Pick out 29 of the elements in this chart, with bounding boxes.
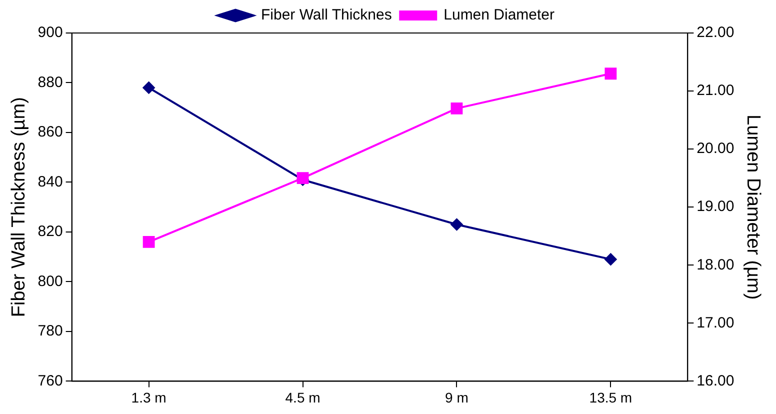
point: [142, 82, 155, 94]
y2-tick-label: 21.00: [696, 82, 734, 100]
point: [604, 68, 617, 80]
x-tick-label: 4.5 m: [285, 389, 320, 406]
point: [142, 236, 155, 248]
y2-axis-title: Lumen Diameter (µm): [742, 114, 764, 300]
y-tick-label: 900: [38, 24, 63, 42]
y-tick-label: 800: [38, 272, 63, 290]
y-tick-label: 780: [38, 322, 63, 340]
y2-tick-label: 22.00: [696, 24, 734, 42]
y2-tick-label: 16.00: [696, 372, 734, 390]
y-tick-label: 760: [38, 372, 63, 390]
legend-label: Lumen Diameter: [444, 6, 555, 24]
legend-label: Fiber Wall Thicknes: [260, 6, 392, 24]
y2-tick-label: 20.00: [696, 140, 734, 158]
x-tick-label: 1.3 m: [131, 389, 166, 406]
point: [604, 253, 617, 266]
y-tick-label: 880: [38, 74, 63, 91]
y2-tick-label: 19.00: [696, 198, 734, 216]
y2-tick-label: 18.00: [696, 256, 734, 274]
x-tick-label: 9 m: [445, 389, 468, 406]
x-tick-label: 13.5 m: [589, 389, 632, 406]
point: [450, 218, 463, 231]
y2-tick-label: 17.00: [696, 314, 734, 332]
y-tick-label: 860: [38, 124, 63, 141]
y-tick-label: 820: [38, 223, 63, 240]
point: [450, 102, 463, 114]
y-axis-title: Fiber Wall Thickness (µm): [8, 97, 30, 318]
y-tick-label: 840: [38, 173, 63, 190]
